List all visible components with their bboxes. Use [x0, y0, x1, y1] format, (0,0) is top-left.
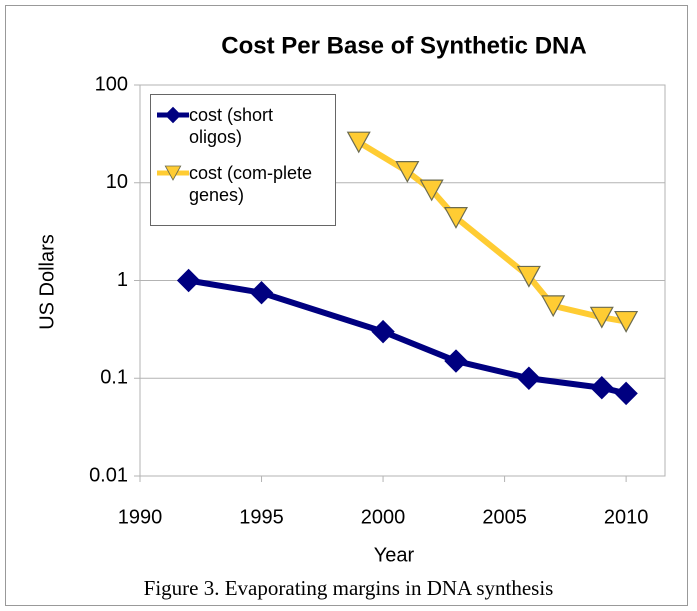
diamond-marker — [176, 268, 201, 293]
legend-label: cost (com-plete genes) — [189, 163, 313, 205]
diamond-marker — [371, 319, 395, 344]
y-tick-label: 1 — [117, 269, 128, 291]
triangle-marker — [541, 295, 566, 318]
diamond-marker — [590, 376, 614, 400]
triangle-marker — [164, 165, 182, 181]
chart-title: Cost Per Base of Synthetic DNA — [221, 32, 586, 59]
series-line — [357, 139, 627, 325]
triangle-marker — [346, 131, 371, 154]
triangle-marker — [516, 265, 541, 288]
legend-swatch — [157, 106, 189, 124]
legend-swatch — [157, 165, 189, 181]
legend: cost (short oligos) cost (com-plete genes… — [150, 94, 336, 226]
frame — [5, 5, 688, 606]
plot-area — [139, 84, 666, 477]
x-tick-label: 1995 — [239, 506, 284, 528]
diamond-marker — [164, 106, 182, 124]
legend-label: cost (short oligos) — [189, 105, 274, 147]
triangle-marker — [419, 179, 444, 202]
x-axis-label: Year — [374, 544, 415, 566]
triangle-marker — [443, 207, 468, 229]
y-tick-label: 0.01 — [89, 464, 128, 486]
diamond-marker — [614, 381, 638, 406]
y-tick-label: 100 — [95, 73, 128, 95]
x-tick-label: 2005 — [482, 506, 527, 528]
y-axis-label: US Dollars — [36, 234, 58, 330]
diamond-marker — [444, 349, 468, 373]
diamond-marker — [249, 281, 274, 305]
caption: Figure 3. Evaporating margins in DNA syn… — [143, 576, 554, 600]
x-tick-label: 2010 — [604, 506, 649, 528]
y-tick-label: 0.1 — [100, 367, 128, 389]
diamond-marker — [517, 366, 541, 390]
triangle-marker — [614, 310, 639, 333]
triangle-marker — [395, 161, 420, 183]
x-tick-label: 1990 — [118, 506, 163, 528]
y-tick-label: 10 — [106, 171, 128, 193]
x-tick-label: 2000 — [361, 506, 406, 528]
triangle-marker — [589, 306, 614, 329]
